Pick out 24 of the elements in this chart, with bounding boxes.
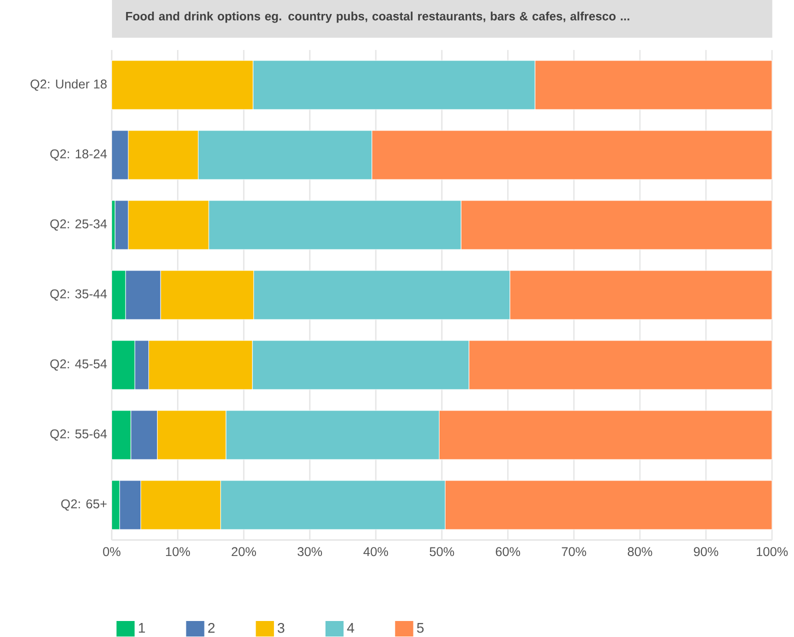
x-tick-label: 60% [496,547,520,556]
x-tick-label: 30% [298,547,322,556]
x-tick-label: 40% [363,547,388,556]
y-tick-label: Q2: 45-54 [50,359,107,371]
x-tick-label: 10% [166,547,190,556]
x-tick-label: 90% [694,547,718,556]
legend-label: 4 [347,623,354,633]
x-tick-label: 0% [103,547,120,556]
y-tick-label: Q2: 25-34 [50,219,107,231]
x-tick-label: 20% [232,547,256,556]
legend-label: 5 [417,623,424,633]
y-tick-label: Q2: 35-44 [50,289,107,301]
x-tick-label: 50% [430,547,454,556]
legend-label: 3 [278,622,284,633]
y-tick-label: Q2: 18-24 [50,149,107,161]
y-tick-label: Q2: 55-64 [50,429,107,441]
y-tick-label: Q2: Under 18 [30,79,107,91]
x-tick-label: 80% [628,547,652,556]
legend-label: 2 [208,622,215,633]
x-tick-label: 70% [562,547,586,556]
y-tick-label: Q2: 65+ [61,499,107,511]
chart-title: Food and drink options eg. country pubs, coastal restaurants, bars & cafes, alfresco ... [126,12,630,23]
legend-label: 1 [138,623,145,633]
x-tick-label: 100% [756,547,788,556]
